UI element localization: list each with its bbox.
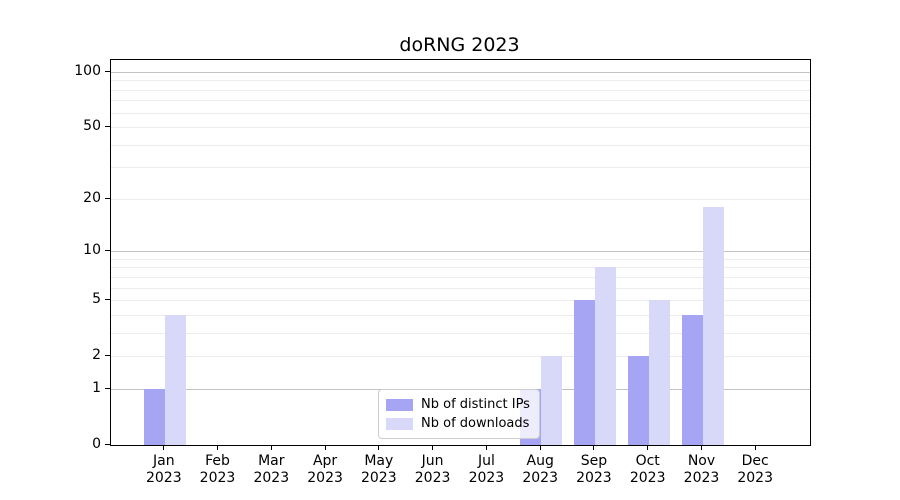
legend-swatch-downloads bbox=[386, 417, 413, 430]
legend-swatch-distinct-ips bbox=[386, 398, 413, 411]
x-tick-mark-jul bbox=[485, 445, 487, 450]
x-tick-label-aug: Aug 2023 bbox=[522, 453, 558, 486]
gridline-minor-70 bbox=[111, 100, 810, 102]
gridline-minor-40 bbox=[111, 144, 810, 146]
bar-sep-downloads bbox=[594, 267, 616, 445]
x-tick-mark-dec bbox=[754, 445, 756, 450]
y-tick-mark-50 bbox=[105, 126, 110, 128]
x-tick-label-sep: Sep 2023 bbox=[576, 453, 612, 486]
y-tick-mark-2 bbox=[105, 355, 110, 357]
bar-aug-downloads bbox=[541, 356, 563, 445]
gridline-major-100 bbox=[111, 71, 810, 73]
x-tick-mark-oct bbox=[647, 445, 649, 450]
x-axis: Jan 2023 Feb 2023 Mar 2023 Apr 2023 May 2023 Jun 20… bbox=[110, 445, 809, 500]
y-tick-label-5: 5 bbox=[92, 291, 101, 308]
gridline-minor-60 bbox=[111, 112, 810, 114]
x-tick-label-apr: Apr 2023 bbox=[307, 453, 343, 486]
y-tick-label-20: 20 bbox=[83, 189, 101, 206]
bar-jan-distinct-ips bbox=[143, 389, 165, 445]
gridline-major-10 bbox=[111, 251, 810, 253]
y-axis: 0 1 2 5 10 20 50 100 bbox=[0, 59, 110, 452]
bar-oct-distinct-ips bbox=[627, 356, 649, 445]
y-tick-label-100: 100 bbox=[74, 62, 101, 79]
bar-oct-downloads bbox=[648, 300, 670, 445]
x-tick-label-feb: Feb 2023 bbox=[199, 453, 236, 486]
y-tick-label-1: 1 bbox=[92, 380, 101, 396]
x-tick-label-oct: Oct 2023 bbox=[629, 453, 666, 486]
gridline-minor-20 bbox=[111, 198, 810, 200]
y-tick-mark-10 bbox=[105, 250, 110, 252]
legend: Nb of distinct IPs Nb of downloads bbox=[378, 389, 540, 439]
gridline-minor-50 bbox=[111, 127, 810, 129]
gridline-minor-8 bbox=[111, 267, 810, 269]
bars-layer bbox=[111, 60, 810, 445]
gridline-minor-80 bbox=[111, 89, 810, 91]
gridline-minor-4 bbox=[111, 314, 810, 316]
x-tick-label-jun: Jun 2023 bbox=[414, 453, 451, 486]
y-tick-mark-5 bbox=[105, 299, 110, 301]
x-tick-mark-mar bbox=[270, 445, 272, 450]
gridline-minor-30 bbox=[111, 167, 810, 169]
gridline-minor-2 bbox=[111, 356, 810, 358]
x-tick-label-jan: Jan 2023 bbox=[145, 453, 182, 486]
x-tick-mark-nov bbox=[701, 445, 702, 450]
gridline-minor-6 bbox=[111, 287, 810, 289]
legend-row-distinct-ips: Nb of distinct IPs bbox=[386, 395, 530, 414]
y-tick-label-50: 50 bbox=[83, 118, 101, 135]
y-tick-mark-20 bbox=[105, 197, 110, 199]
legend-label-distinct-ips: Nb of distinct IPs bbox=[421, 397, 530, 412]
x-tick-label-dec: Dec 2023 bbox=[737, 453, 773, 486]
x-tick-mark-jun bbox=[432, 445, 434, 450]
x-tick-label-nov: Nov 2023 bbox=[683, 453, 720, 486]
gridline-minor-7 bbox=[111, 276, 810, 278]
y-tick-label-10: 10 bbox=[83, 242, 101, 259]
legend-label-downloads: Nb of downloads bbox=[421, 416, 530, 431]
legend-row-downloads: Nb of downloads bbox=[386, 414, 530, 433]
x-tick-mark-jan bbox=[163, 445, 165, 450]
bar-nov-downloads bbox=[702, 207, 724, 445]
x-tick-label-jul: Jul 2023 bbox=[468, 453, 505, 486]
y-tick-mark-100 bbox=[105, 70, 110, 72]
bar-jan-downloads bbox=[164, 314, 186, 445]
x-tick-label-mar: Mar 2023 bbox=[253, 453, 290, 486]
x-tick-mark-sep bbox=[593, 445, 595, 450]
y-tick-mark-0 bbox=[105, 444, 110, 445]
gridline-minor-5 bbox=[111, 300, 810, 302]
x-tick-label-may: May 2023 bbox=[360, 453, 397, 486]
x-tick-mark-feb bbox=[217, 445, 218, 450]
y-tick-label-0: 0 bbox=[92, 436, 101, 452]
bar-nov-distinct-ips bbox=[681, 314, 703, 445]
gridline-minor-9 bbox=[111, 258, 810, 260]
x-tick-mark-aug bbox=[539, 445, 541, 450]
bar-sep-distinct-ips bbox=[573, 300, 595, 445]
plot-area: Nb of distinct IPs Nb of downloads bbox=[110, 59, 811, 446]
gridline-minor-90 bbox=[111, 80, 810, 82]
chart-title: doRNG 2023 bbox=[399, 34, 520, 56]
x-tick-mark-may bbox=[378, 445, 380, 450]
gridline-minor-3 bbox=[111, 332, 810, 334]
y-tick-mark-1 bbox=[105, 388, 110, 389]
x-tick-mark-apr bbox=[324, 445, 326, 450]
y-tick-label-2: 2 bbox=[92, 347, 101, 364]
